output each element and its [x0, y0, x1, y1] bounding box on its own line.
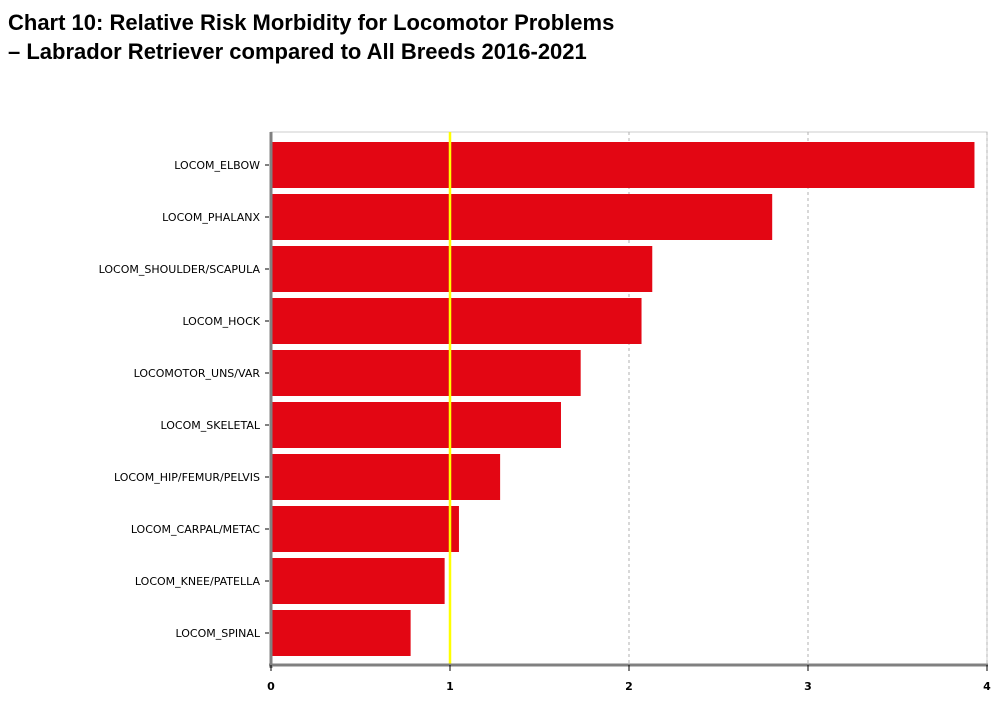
- y-tick-label-1: LOCOM_PHALANX: [162, 211, 260, 224]
- y-tick-label-4: LOCOMOTOR_UNS/VAR: [134, 367, 261, 380]
- bar-0: [271, 142, 975, 188]
- y-tick-label-0: LOCOM_ELBOW: [174, 159, 260, 172]
- bar-2: [271, 246, 653, 292]
- bar-1: [271, 194, 773, 240]
- x-tick-label-3: 3: [804, 680, 812, 693]
- y-tick-label-7: LOCOM_CARPAL/METAC: [131, 523, 260, 536]
- bar-9: [271, 610, 411, 656]
- x-tick-label-1: 1: [446, 680, 454, 693]
- bar-8: [271, 558, 445, 604]
- bar-4: [271, 350, 581, 396]
- y-tick-label-9: LOCOM_SPINAL: [176, 627, 261, 640]
- y-tick-label-6: LOCOM_HIP/FEMUR/PELVIS: [114, 471, 260, 484]
- x-tick-label-2: 2: [625, 680, 633, 693]
- x-tick-label-0: 0: [267, 680, 275, 693]
- bar-7: [271, 506, 459, 552]
- y-tick-label-2: LOCOM_SHOULDER/SCAPULA: [99, 263, 261, 276]
- bar-6: [271, 454, 501, 500]
- x-tick-label-4: 4: [983, 680, 991, 693]
- bar-5: [271, 402, 561, 448]
- chart-title: Chart 10: Relative Risk Morbidity for Lo…: [8, 8, 614, 66]
- bar-3: [271, 298, 642, 344]
- y-tick-label-5: LOCOM_SKELETAL: [161, 419, 261, 432]
- y-tick-label-3: LOCOM_HOCK: [182, 315, 260, 328]
- y-tick-label-8: LOCOM_KNEE/PATELLA: [135, 575, 261, 588]
- chart-title-line-1: Chart 10: Relative Risk Morbidity for Lo…: [8, 10, 615, 35]
- chart-title-line-2: – Labrador Retriever compared to All Bre…: [8, 39, 587, 64]
